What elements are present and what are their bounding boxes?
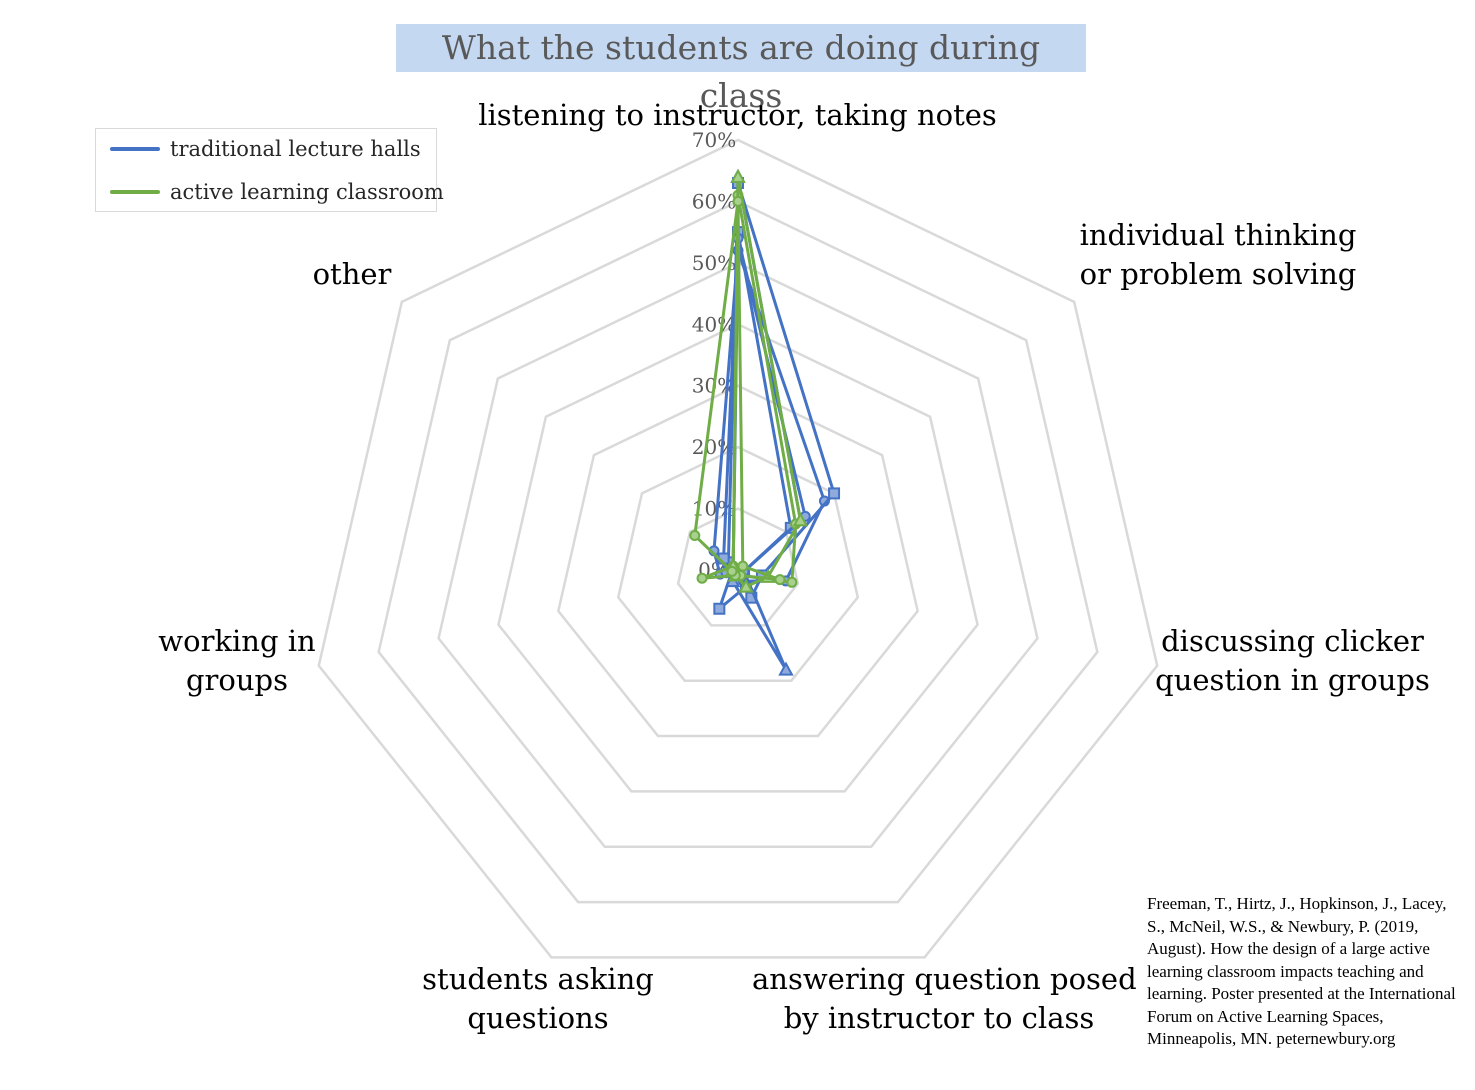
grid-ring-3 — [556, 384, 920, 738]
radial-tick-label: 40% — [692, 312, 736, 336]
axis-label-answering-question: answering question posed by instructor t… — [752, 962, 1137, 1035]
data-point — [696, 572, 708, 584]
data-point — [738, 578, 754, 593]
radar-series — [689, 168, 841, 676]
axis-label-working-groups: working in groups — [158, 624, 316, 697]
legend: traditional lecture halls active learnin… — [95, 128, 444, 212]
title-background — [396, 24, 1086, 72]
axis-label-listening: listening to instructor, taking notes — [478, 98, 997, 132]
data-point — [732, 195, 744, 207]
grid-ring-7 — [317, 138, 1159, 959]
data-point — [774, 574, 786, 586]
legend-label-traditional: traditional lecture halls — [170, 137, 421, 161]
grid-ring-5 — [437, 261, 1039, 848]
radial-tick-label: 60% — [692, 189, 736, 213]
data-point — [786, 576, 798, 588]
legend-label-active: active learning classroom — [170, 180, 444, 204]
axis-label-discussing-clicker: discussing clicker question in groups — [1155, 624, 1430, 697]
legend-item-traditional: traditional lecture halls — [110, 134, 421, 164]
data-point — [689, 530, 701, 542]
series-7 — [689, 195, 786, 586]
radial-tick-label: 70% — [692, 128, 736, 152]
data-point — [726, 565, 738, 577]
grid-ring-4 — [497, 322, 979, 793]
legend-swatch-active — [110, 190, 160, 194]
data-point — [792, 512, 809, 527]
data-point — [778, 661, 794, 676]
chart-title: What the students are doing during class — [441, 28, 1041, 115]
data-point — [737, 560, 749, 572]
grid-ring-2 — [616, 445, 860, 682]
axis-label-students-asking: students asking questions — [422, 962, 654, 1035]
grid-ring-6 — [377, 200, 1099, 904]
legend-item-active: active learning classroom — [110, 177, 444, 207]
axis-label-other: other — [312, 257, 392, 291]
citation-text: Freeman, T., Hirtz, J., Hopkinson, J., L… — [1147, 894, 1456, 1048]
data-point — [828, 487, 841, 500]
radar-grid — [317, 138, 1159, 959]
data-point — [713, 602, 726, 615]
data-point — [730, 168, 746, 183]
legend-swatch-traditional — [110, 147, 160, 151]
axis-label-individual-thinking: individual thinking or problem solving — [1079, 218, 1357, 291]
